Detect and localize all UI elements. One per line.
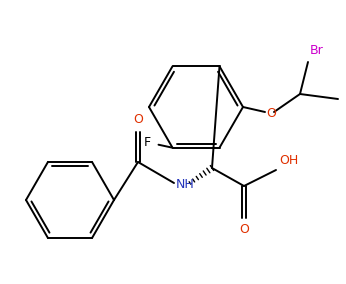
Text: Br: Br	[310, 44, 324, 57]
Text: O: O	[266, 106, 276, 120]
Text: O: O	[239, 223, 249, 236]
Text: O: O	[133, 113, 143, 126]
Text: OH: OH	[279, 154, 298, 167]
Text: NH: NH	[176, 178, 195, 191]
Text: F: F	[143, 136, 151, 149]
